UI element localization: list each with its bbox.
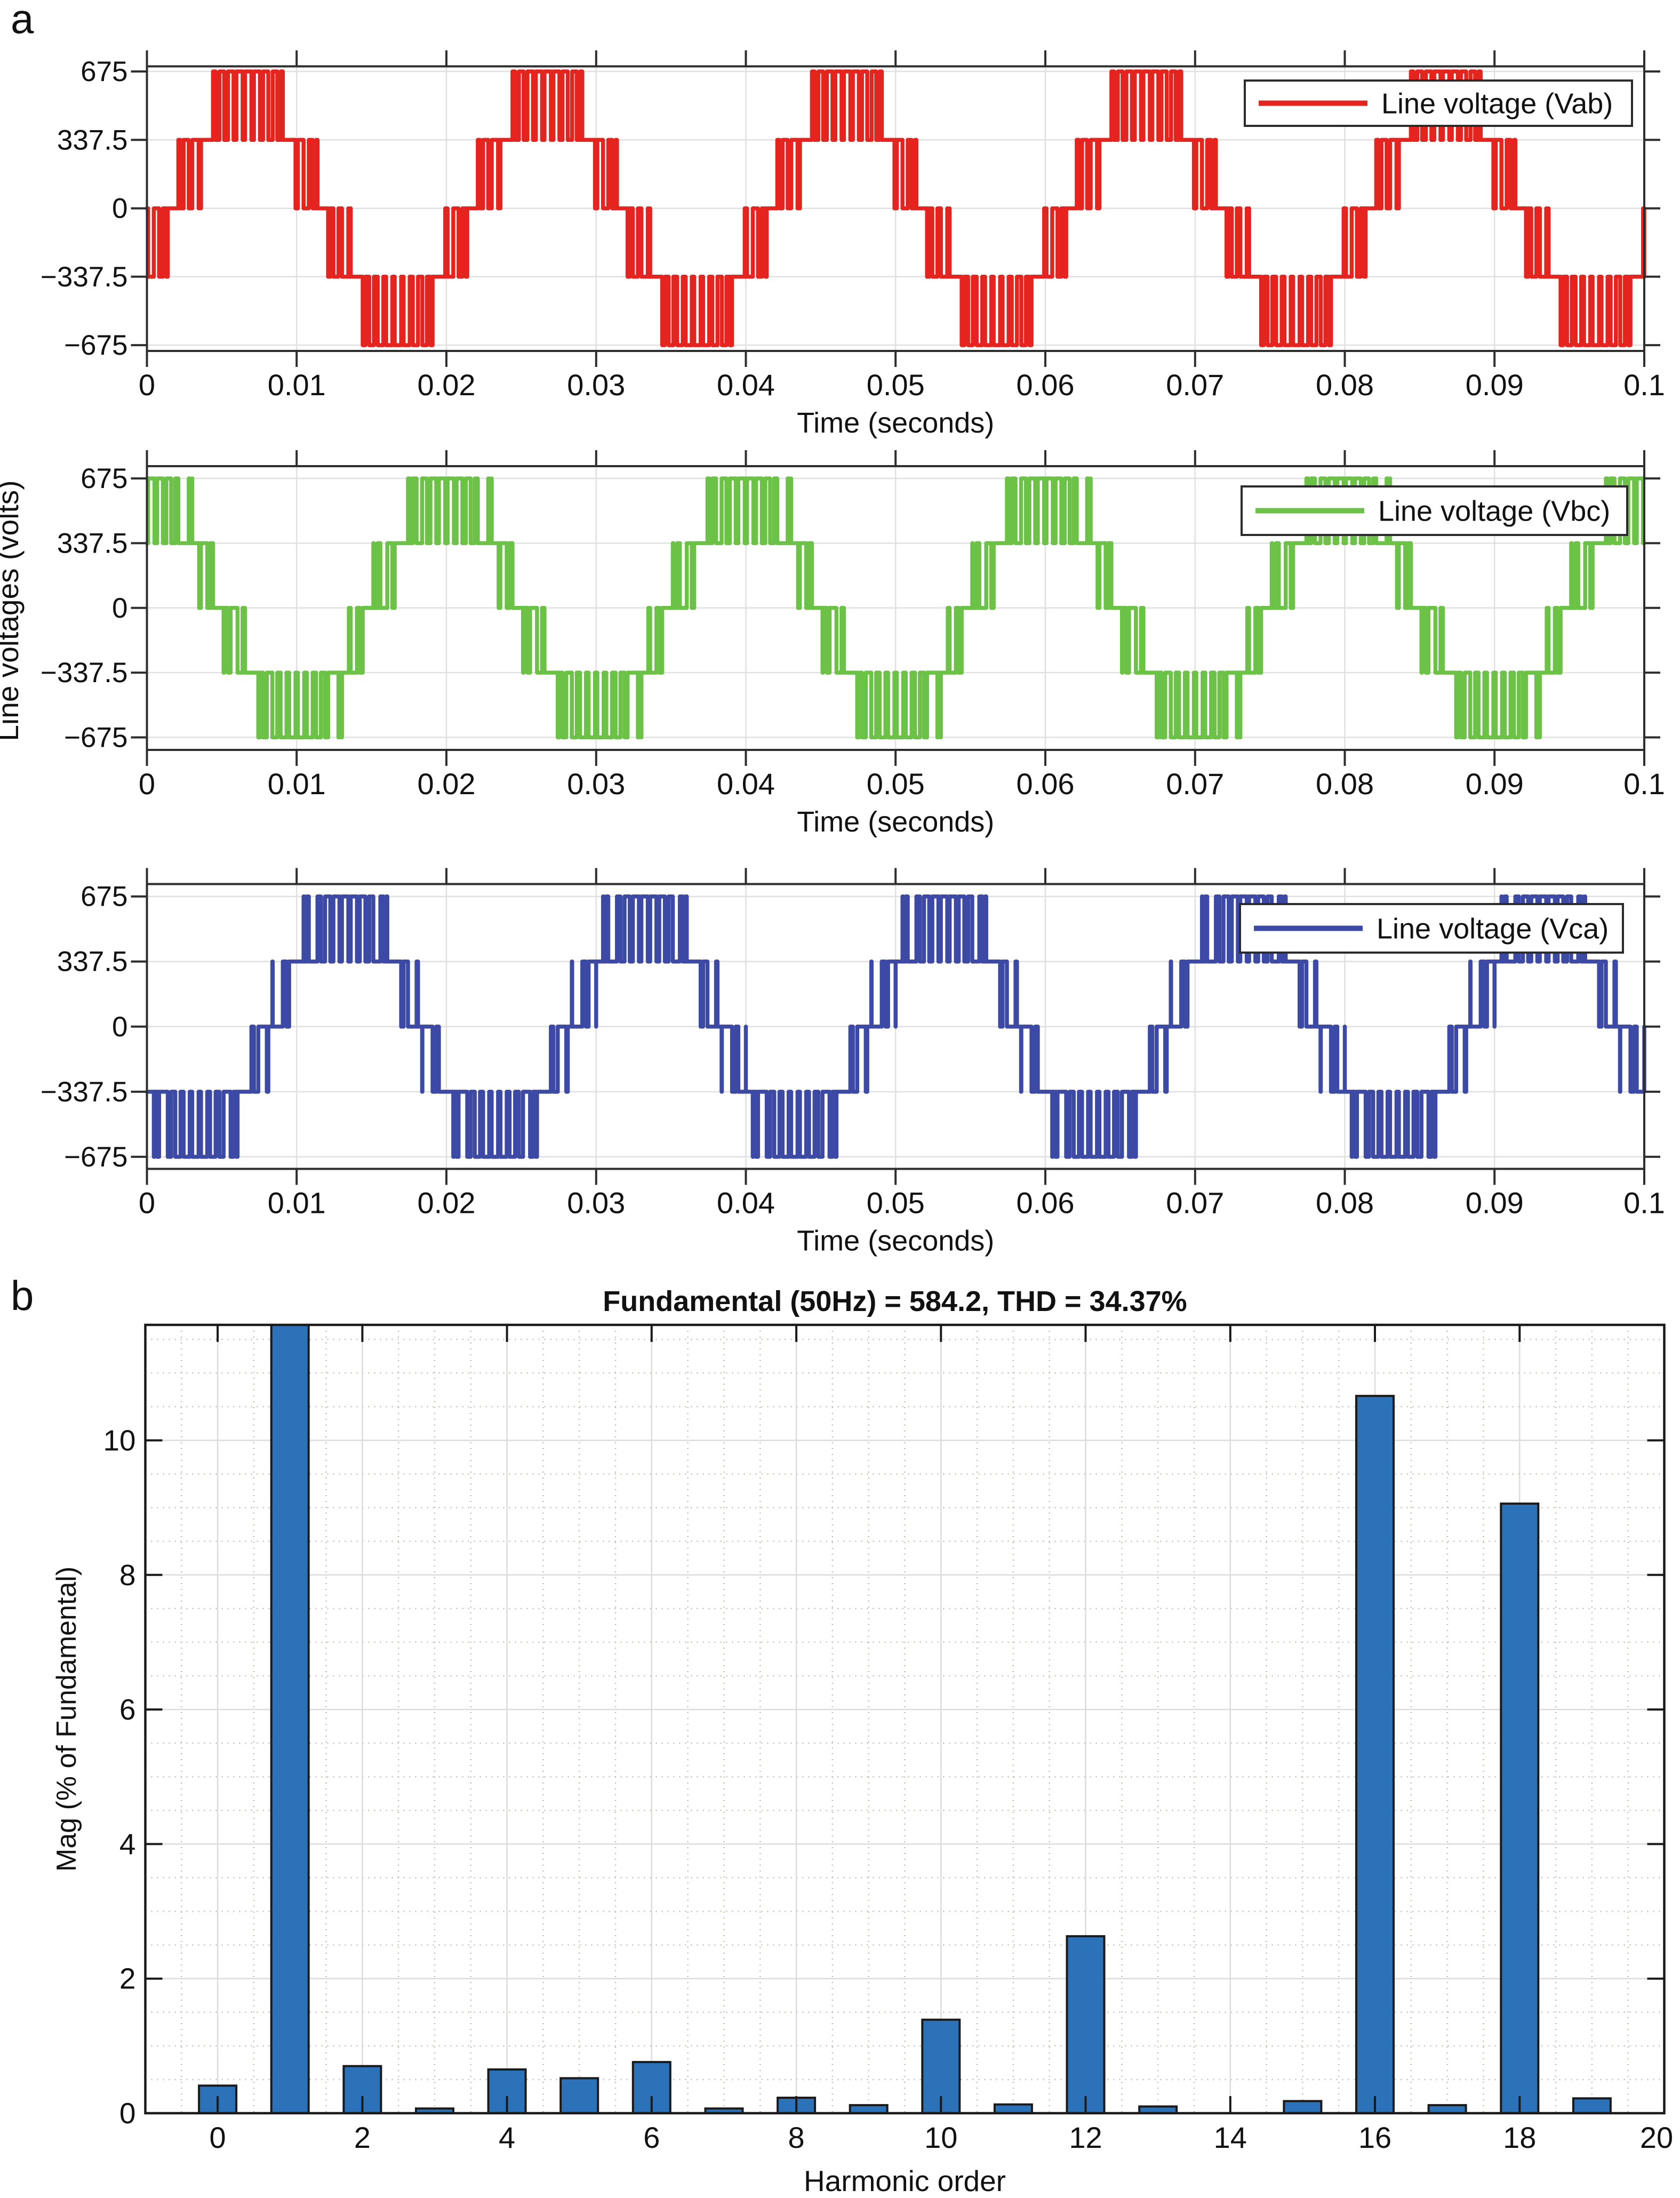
- svg-text:14: 14: [1214, 2121, 1247, 2154]
- svg-text:0.03: 0.03: [567, 1186, 625, 1220]
- svg-text:0.1: 0.1: [1623, 767, 1665, 801]
- svg-text:0.01: 0.01: [268, 767, 326, 801]
- svg-text:0.01: 0.01: [268, 1186, 326, 1220]
- svg-text:16: 16: [1358, 2121, 1391, 2154]
- svg-text:b: b: [11, 1272, 34, 1319]
- svg-text:0.06: 0.06: [1017, 1186, 1075, 1220]
- svg-text:−337.5: −337.5: [41, 1076, 128, 1108]
- svg-text:0.05: 0.05: [867, 767, 925, 801]
- svg-text:0.02: 0.02: [418, 767, 476, 801]
- svg-text:0.03: 0.03: [567, 767, 625, 801]
- svg-text:0: 0: [119, 2097, 136, 2130]
- svg-text:675: 675: [81, 463, 127, 494]
- svg-text:−337.5: −337.5: [41, 657, 128, 689]
- svg-text:0.07: 0.07: [1166, 1186, 1224, 1220]
- svg-text:675: 675: [81, 56, 127, 87]
- svg-text:0.09: 0.09: [1466, 767, 1524, 801]
- svg-text:8: 8: [788, 2121, 804, 2154]
- svg-text:6: 6: [643, 2121, 660, 2154]
- svg-text:18: 18: [1503, 2121, 1536, 2154]
- svg-text:Line voltage (Vbc): Line voltage (Vbc): [1378, 495, 1610, 527]
- svg-text:0: 0: [112, 1011, 127, 1043]
- svg-text:0: 0: [112, 593, 127, 624]
- svg-text:Time (seconds): Time (seconds): [797, 1225, 994, 1257]
- svg-text:0.08: 0.08: [1316, 767, 1374, 801]
- svg-text:0.06: 0.06: [1017, 368, 1075, 402]
- svg-text:0.07: 0.07: [1166, 767, 1224, 801]
- svg-text:0.05: 0.05: [867, 368, 925, 402]
- svg-text:0.05: 0.05: [867, 1186, 925, 1220]
- svg-text:0.06: 0.06: [1017, 767, 1075, 801]
- svg-text:0: 0: [139, 767, 155, 801]
- svg-text:0.09: 0.09: [1466, 368, 1524, 402]
- svg-text:0.02: 0.02: [418, 368, 476, 402]
- svg-text:0.1: 0.1: [1623, 1186, 1665, 1220]
- svg-text:0.03: 0.03: [567, 368, 625, 402]
- svg-text:Line voltages (volts): Line voltages (volts): [0, 480, 25, 741]
- svg-text:12: 12: [1069, 2121, 1102, 2154]
- svg-text:0: 0: [139, 1186, 155, 1220]
- svg-text:−675: −675: [64, 1141, 127, 1173]
- svg-text:2: 2: [354, 2121, 371, 2154]
- svg-text:4: 4: [119, 1827, 136, 1860]
- svg-text:337.5: 337.5: [57, 946, 128, 978]
- svg-text:0.04: 0.04: [717, 767, 775, 801]
- svg-text:0: 0: [139, 368, 155, 402]
- svg-text:Line voltage (Vab): Line voltage (Vab): [1381, 88, 1613, 120]
- svg-text:10: 10: [103, 1424, 135, 1457]
- svg-text:Mag (% of Fundamental): Mag (% of Fundamental): [51, 1566, 82, 1872]
- svg-text:0.01: 0.01: [268, 368, 326, 402]
- svg-text:0: 0: [112, 193, 127, 225]
- svg-text:0.04: 0.04: [717, 368, 775, 402]
- svg-text:−675: −675: [64, 722, 127, 754]
- svg-text:0.08: 0.08: [1316, 368, 1374, 402]
- svg-text:0.1: 0.1: [1623, 368, 1665, 402]
- svg-text:8: 8: [119, 1558, 136, 1592]
- svg-text:20: 20: [1640, 2121, 1673, 2154]
- svg-text:Line voltage (Vca): Line voltage (Vca): [1377, 913, 1609, 945]
- svg-text:675: 675: [81, 881, 127, 913]
- svg-text:−337.5: −337.5: [41, 261, 128, 293]
- svg-text:0.09: 0.09: [1466, 1186, 1524, 1220]
- svg-text:2: 2: [119, 1962, 136, 1995]
- svg-text:0.08: 0.08: [1316, 1186, 1374, 1220]
- svg-text:337.5: 337.5: [57, 527, 128, 559]
- svg-text:0.02: 0.02: [418, 1186, 476, 1220]
- svg-text:Harmonic order: Harmonic order: [804, 2164, 1006, 2195]
- svg-text:337.5: 337.5: [57, 124, 128, 156]
- svg-text:0: 0: [210, 2121, 226, 2154]
- svg-text:Fundamental (50Hz) = 584.2, TH: Fundamental (50Hz) = 584.2, THD = 34.37%: [603, 1285, 1187, 1317]
- svg-text:−675: −675: [64, 330, 127, 361]
- svg-text:Time (seconds): Time (seconds): [797, 407, 994, 439]
- svg-text:10: 10: [924, 2121, 957, 2154]
- svg-text:6: 6: [119, 1693, 136, 1726]
- svg-text:a: a: [11, 0, 34, 42]
- svg-text:Time (seconds): Time (seconds): [797, 806, 994, 838]
- svg-text:0.07: 0.07: [1166, 368, 1224, 402]
- svg-text:0.04: 0.04: [717, 1186, 775, 1220]
- svg-text:4: 4: [499, 2121, 515, 2154]
